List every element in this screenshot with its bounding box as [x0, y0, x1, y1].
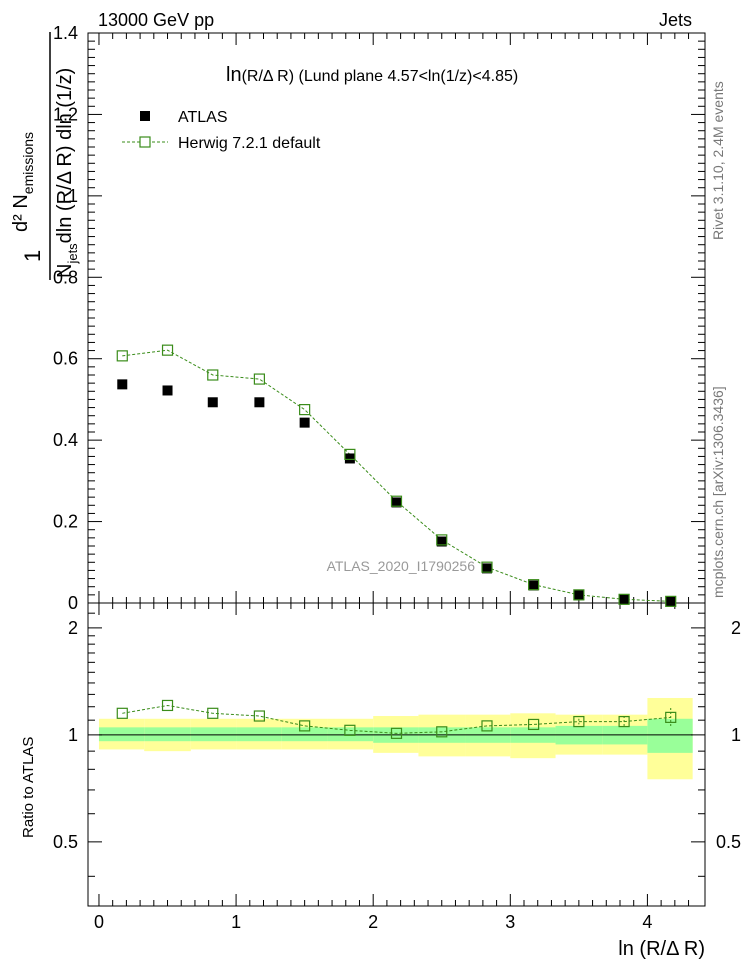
herwig-ratio-point — [390, 727, 403, 739]
main-ylabel: 1 d² Nemissions Njetsdln (R/Δ R) dln (1/… — [10, 32, 80, 280]
ratio-inner-band — [190, 727, 237, 742]
herwig-ratio-point — [344, 724, 356, 736]
atlas-point — [162, 385, 173, 396]
analysis-watermark: ATLAS_2020_I1790256 — [327, 558, 476, 574]
y-tick-label: 0 — [68, 593, 78, 613]
header-left: 13000 GeV pp — [98, 10, 214, 30]
ylabel-numerator: d² Nemissions — [10, 132, 36, 232]
atlas-point — [117, 379, 128, 390]
main-series — [116, 344, 677, 607]
herwig-point — [253, 373, 265, 385]
herwig-point — [299, 404, 311, 416]
y-tick-label: 1 — [68, 186, 78, 206]
atlas-point — [528, 580, 539, 591]
ratio-inner-band — [98, 727, 145, 742]
herwig-point — [207, 369, 219, 381]
herwig-point — [573, 589, 585, 601]
herwig-ratio-point — [207, 707, 219, 719]
herwig-point — [665, 595, 677, 607]
herwig-point — [116, 350, 128, 362]
atlas-point — [481, 563, 492, 574]
x-tick-label: 0 — [94, 912, 104, 932]
x-tick-label: 2 — [368, 912, 378, 932]
atlas-point — [573, 590, 584, 601]
herwig-point — [528, 579, 540, 591]
x-tick-label: 1 — [231, 912, 241, 932]
herwig-point — [618, 593, 630, 605]
atlas-point — [207, 397, 218, 408]
herwig-ratio-point — [436, 726, 448, 738]
ratio-y-tick-label: 0.5 — [53, 832, 78, 852]
ratio-y-tick-label-right: 0.5 — [716, 832, 741, 852]
ratio-inner-band — [327, 727, 374, 742]
herwig-point — [481, 561, 493, 573]
ylabel-one: 1 — [20, 250, 45, 262]
herwig-ratio-point — [573, 715, 585, 728]
ratio-y-tick-label-right: 1 — [731, 725, 741, 745]
y-tick-label: 0.8 — [53, 267, 78, 287]
ratio-y-tick-label: 1 — [68, 725, 78, 745]
x-tick-label: 4 — [642, 912, 652, 932]
atlas-point — [619, 594, 630, 605]
herwig-point — [390, 495, 403, 507]
herwig-ratio-point — [299, 720, 311, 732]
y-tick-label: 0.4 — [53, 430, 78, 450]
legend-label-atlas: ATLAS — [178, 109, 228, 126]
header-right: Jets — [659, 10, 692, 30]
herwig-ratio-point — [253, 710, 265, 722]
atlas-point — [665, 596, 676, 607]
ratio-axes: 0.5 0.5 1 1 2 2 — [53, 612, 741, 877]
mcplots-label: mcplots.cern.ch [arXiv:1306.3436] — [710, 386, 726, 598]
ratio-y-tick-label-right: 2 — [731, 618, 741, 638]
ratio-inner-band — [647, 718, 693, 753]
herwig-ratio-point — [618, 715, 630, 728]
chart-title: ln(R/Δ R) (Lund plane 4.57<ln(1/z)<4.85) — [226, 64, 518, 86]
ratio-ylabel: Ratio to ATLAS — [20, 737, 37, 838]
main-axes: 0 1 2 3 4 0 0.2 0.4 0.6 0.8 1 1.2 1.4 — [53, 23, 705, 932]
atlas-point — [299, 417, 310, 428]
ratio-series — [116, 699, 677, 739]
herwig-ratio-point — [161, 699, 174, 712]
legend-marker-atlas — [140, 111, 150, 121]
atlas-point — [391, 497, 402, 508]
legend: ATLAS Herwig 7.2.1 default — [122, 109, 321, 152]
ratio-panel-frame — [87, 602, 706, 907]
ratio-inner-band — [281, 727, 328, 742]
legend-label-herwig: Herwig 7.2.1 default — [178, 135, 321, 152]
herwig-point — [161, 344, 174, 356]
y-tick-label: 1.2 — [53, 104, 78, 124]
herwig-point — [344, 448, 356, 460]
y-tick-label: 0.2 — [53, 512, 78, 532]
ylabel-denominator: Njetsdln (R/Δ R) dln (1/z) — [54, 68, 80, 278]
y-tick-label: 1.4 — [53, 23, 78, 43]
y-tick-label: 0.6 — [53, 349, 78, 369]
legend-marker-herwig — [139, 136, 151, 148]
herwig-ratio-line — [122, 704, 671, 734]
ratio-bands — [98, 697, 693, 780]
atlas-point — [436, 536, 447, 547]
ratio-inner-band — [144, 727, 191, 742]
herwig-ratio-point — [481, 720, 493, 732]
x-tick-label: 3 — [505, 912, 515, 932]
herwig-ratio-point — [528, 718, 540, 731]
ratio-y-tick-label: 2 — [68, 618, 78, 638]
rivet-label: Rivet 3.1.10, 2.4M events — [710, 81, 726, 240]
herwig-ratio-point — [116, 707, 128, 719]
x-axis-label: ln (R/Δ R) — [618, 938, 705, 960]
atlas-point — [344, 453, 355, 464]
herwig-ratio-point — [665, 711, 677, 723]
herwig-point — [436, 534, 448, 546]
ratio-inner-band — [236, 727, 282, 742]
atlas-point — [254, 397, 265, 408]
